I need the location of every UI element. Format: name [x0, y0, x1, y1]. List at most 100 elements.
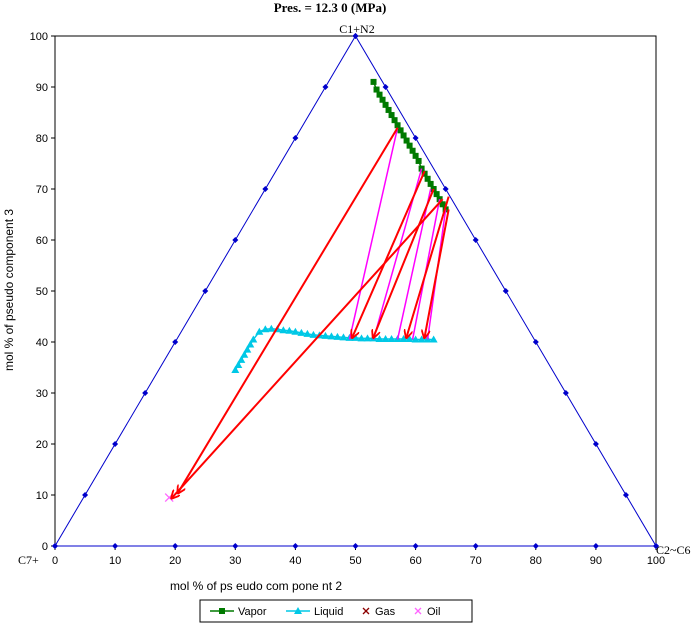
vapor-point [394, 122, 401, 129]
y-tick-label: 80 [36, 133, 48, 145]
legend-marker [414, 607, 422, 615]
x-axis-ticks: 0 10 20 30 40 50 60 70 80 90 100 [52, 546, 665, 567]
triangle-marker [352, 543, 359, 549]
x-tick-label: 0 [52, 555, 58, 567]
liquid-point [261, 325, 270, 333]
triangle-marker [442, 186, 449, 192]
plot-area-border [54, 35, 657, 547]
liquid-point [240, 350, 249, 358]
liquid-point [297, 328, 306, 336]
x-tick-label: 50 [349, 555, 361, 567]
liquid-point [231, 366, 240, 374]
liquid-point [267, 324, 276, 332]
triangle-marker [532, 543, 539, 549]
triangle-marker [112, 543, 119, 549]
legend-label: Vapor [238, 606, 267, 618]
vapor-point [406, 142, 413, 149]
triangle-marker [502, 288, 509, 294]
triangle-marker [52, 543, 58, 549]
triangle-marker [142, 390, 149, 396]
vapor-point [424, 175, 431, 182]
triangle-marker [172, 339, 179, 345]
liquid-point [339, 333, 348, 341]
triangle-marker [532, 339, 539, 345]
liquid-point [327, 332, 336, 340]
liquid-point [303, 329, 312, 337]
legend-label: Oil [427, 606, 440, 618]
liquid-point [357, 334, 366, 342]
vapor-point [403, 137, 410, 144]
arrow-line [407, 196, 450, 337]
liquid-point [333, 332, 342, 340]
vapor-point [409, 147, 416, 154]
triangle-marker [232, 543, 239, 549]
y-tick-label: 90 [36, 82, 48, 94]
liquid-point [255, 327, 264, 335]
vapor-point [376, 91, 383, 98]
triangle-marker [82, 492, 89, 498]
legend: Vapor Liquid Gas Oil [199, 599, 473, 623]
vapor-point [415, 157, 422, 164]
liquid-point [279, 326, 288, 334]
vapor-point [391, 117, 398, 124]
y-tick-label: 70 [36, 184, 48, 196]
legend-box [199, 599, 473, 623]
liquid-point [387, 334, 396, 342]
triangle-marker [622, 492, 629, 498]
liquid-point [309, 330, 318, 338]
triangle-marker [472, 237, 479, 243]
triangle-marker [322, 84, 329, 90]
x-tick-label: 90 [590, 555, 602, 567]
x-tick-label: 80 [530, 555, 542, 567]
y-tick-label: 0 [42, 541, 48, 553]
vapor-point [400, 132, 407, 139]
vapor-point [421, 170, 428, 177]
triangle-marker [592, 543, 599, 549]
vapor-point [427, 180, 434, 187]
liquid-point [381, 334, 390, 342]
legend-label: Liquid [314, 606, 343, 618]
liquid-point [321, 331, 330, 339]
vertex-label-top: C1+N2 [339, 22, 374, 36]
x-tick-label: 70 [470, 555, 482, 567]
triangle-marker [112, 441, 119, 447]
x-axis-title: mol % of ps eudo com pone nt 2 [170, 579, 342, 593]
y-tick-label: 30 [36, 388, 48, 400]
legend-label: Gas [375, 606, 396, 618]
arrow-line [178, 127, 399, 493]
x-tick-label: 10 [109, 555, 121, 567]
ternary-triangle [52, 33, 659, 549]
x-tick-label: 60 [409, 555, 421, 567]
vapor-point [439, 201, 446, 208]
triangle-marker [262, 186, 269, 192]
vapor-point [373, 86, 380, 93]
liquid-point [285, 326, 294, 334]
y-tick-label: 50 [36, 286, 48, 298]
tie-line [396, 188, 432, 340]
triangle-marker [202, 288, 209, 294]
arrow-line [172, 198, 444, 497]
triangle-marker [292, 543, 299, 549]
x-tick-label: 40 [289, 555, 301, 567]
vapor-point [412, 152, 419, 159]
tie-line [348, 127, 399, 340]
x-tick-label: 30 [229, 555, 241, 567]
liquid-point [429, 335, 438, 343]
vertex-label-left: C7+ [18, 553, 39, 567]
vertex-label-right: C2~C6 [656, 543, 691, 557]
triangle-marker [472, 543, 479, 549]
liquid-point [411, 335, 420, 343]
y-tick-label: 10 [36, 490, 48, 502]
triangle-marker [412, 135, 419, 141]
x-tick-label: 20 [169, 555, 181, 567]
arrows [172, 127, 450, 498]
arrow-line [425, 209, 450, 337]
vapor-point [379, 96, 386, 103]
liquid-point [291, 327, 300, 335]
vapor-point [397, 127, 404, 134]
arrow-line [374, 188, 435, 337]
legend-marker [219, 608, 225, 614]
triangle-marker [382, 84, 389, 90]
triangle-marker [653, 543, 659, 549]
